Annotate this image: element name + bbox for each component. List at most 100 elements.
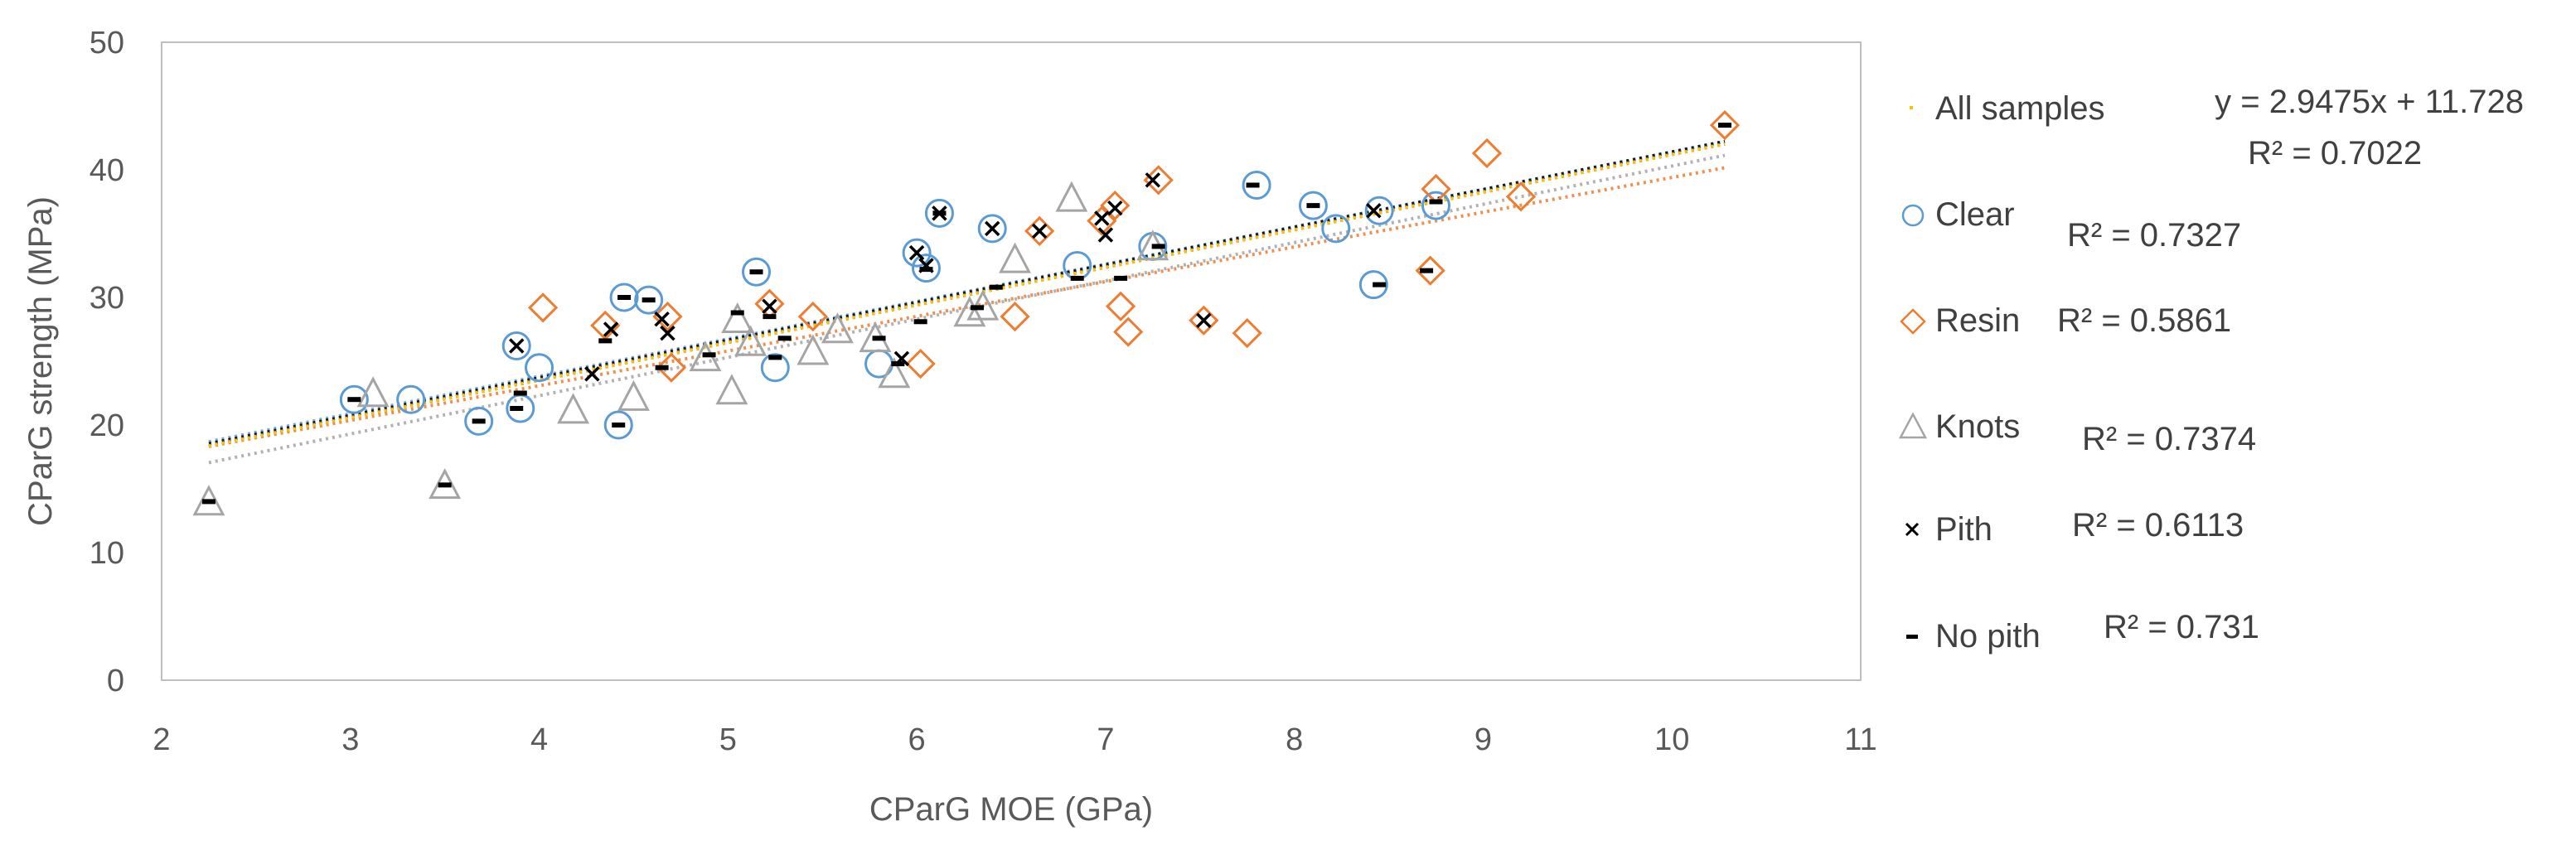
data-point-knots (878, 357, 911, 389)
data-point-pith (603, 321, 619, 337)
y-tick-label: 40 (90, 153, 124, 188)
data-point-clear (525, 353, 554, 383)
data-point-pith (660, 325, 675, 341)
data-point-no-pith (932, 210, 947, 216)
data-point-no-pith (598, 338, 613, 344)
data-point-pith (1094, 210, 1110, 226)
legend-label-no-pith: No pith (1935, 618, 2041, 655)
data-point-no-pith (763, 314, 777, 320)
data-point-resin (1087, 205, 1117, 236)
data-point-clear (609, 283, 639, 312)
data-point-clear (396, 384, 426, 414)
data-point-no-pith (1373, 282, 1387, 287)
data-point-pith (1031, 223, 1048, 239)
legend-marker-resin (1900, 308, 1926, 335)
data-point-no-pith (989, 284, 1003, 290)
data-point-resin (1471, 138, 1503, 169)
trendline-all-samples (208, 142, 1726, 448)
x-tick-label: 8 (1286, 722, 1303, 757)
legend-label-knots: Knots (1935, 408, 2020, 445)
data-point-knots (1055, 181, 1088, 212)
data-point-no-pith (1246, 182, 1260, 188)
data-points (192, 109, 1741, 516)
legend-r2-no-pith: R² = 0.731 (2104, 609, 2259, 645)
data-point-pith (654, 311, 670, 327)
data-point-no-pith (472, 418, 486, 424)
x-tick-label: 6 (908, 722, 926, 757)
data-point-clear (912, 254, 941, 283)
data-point-no-pith (617, 295, 632, 300)
data-point-clear (464, 406, 494, 436)
data-point-knots (715, 374, 748, 405)
x-tick-label: 5 (719, 722, 737, 757)
data-point-no-pith (971, 305, 984, 311)
data-point-clear (1242, 170, 1271, 200)
data-point-clear (760, 353, 790, 383)
data-point-knots (356, 376, 390, 408)
legend-marker-all-samples (1910, 106, 1913, 109)
y-tick-label: 30 (90, 281, 124, 316)
legend-equation-all-samples: y = 2.9475x + 11.728 (2215, 84, 2524, 120)
data-point-resin (1024, 215, 1055, 247)
data-point-resin (1105, 291, 1136, 321)
data-point-clear (1321, 214, 1351, 244)
legend-label-all-samples: All samples (1935, 90, 2105, 127)
data-point-pith (762, 298, 777, 315)
data-point-knots (557, 393, 590, 424)
y-axis-title: CParG strength (MPa) (22, 196, 59, 526)
legend-r2-clear: R² = 0.7327 (2067, 217, 2241, 254)
legend-label-resin: Resin (1935, 302, 2020, 339)
x-tick-label: 4 (530, 722, 548, 757)
x-tick-label: 3 (341, 722, 359, 757)
data-point-pith (1097, 227, 1114, 243)
data-point-no-pith (768, 355, 782, 360)
data-point-knots (429, 468, 462, 500)
data-point-no-pith (891, 361, 905, 367)
data-point-knots (734, 325, 767, 356)
legend-label-pith: Pith (1935, 511, 1993, 548)
data-point-clear (1364, 196, 1394, 225)
data-point-resin (1100, 190, 1131, 221)
data-point-pith (508, 338, 525, 354)
data-point-resin (1415, 255, 1445, 286)
data-point-no-pith (777, 336, 792, 341)
x-tick-label: 11 (1844, 722, 1876, 757)
data-point-pith (1107, 200, 1123, 216)
x-tick-label: 9 (1474, 722, 1492, 757)
y-tick-label: 0 (107, 664, 124, 698)
data-point-no-pith (655, 365, 669, 370)
data-point-pith (1366, 203, 1382, 219)
data-point-pith (984, 220, 1000, 237)
data-point-clear (742, 257, 771, 287)
data-point-resin (656, 352, 687, 383)
data-point-no-pith (438, 482, 452, 488)
data-point-no-pith (201, 499, 215, 505)
data-point-no-pith (1114, 275, 1128, 281)
legend-r2-all-samples: R² = 0.7022 (2248, 135, 2422, 171)
legend-r2-pith: R² = 0.6113 (2072, 507, 2244, 543)
data-point-no-pith (730, 310, 744, 316)
data-point-no-pith (919, 267, 933, 273)
legend-r2-resin: R² = 0.5861 (2057, 302, 2231, 339)
data-point-knots (617, 379, 650, 411)
data-point-clear (634, 285, 664, 315)
data-point-clear (1421, 191, 1450, 220)
data-point-resin (527, 292, 559, 323)
data-point-knots (953, 296, 986, 327)
data-point-clear (1298, 191, 1328, 220)
data-point-no-pith (642, 297, 656, 303)
data-point-resin (1189, 305, 1219, 336)
data-point-no-pith (347, 397, 361, 403)
data-point-no-pith (1151, 244, 1165, 249)
legend-r2-knots: R² = 0.7374 (2082, 421, 2256, 457)
axis-ticks: 2 3 4 5 6 7 8 9 10 11 0 10 20 30 40 50 (90, 26, 1877, 757)
data-point-clear (501, 331, 531, 361)
data-point-pith (908, 244, 925, 261)
legend-marker-knots (1898, 412, 1928, 439)
data-point-resin (1709, 109, 1741, 141)
trendlines (208, 139, 1726, 465)
data-point-resin (1000, 301, 1030, 332)
data-point-clear (924, 198, 954, 228)
data-point-resin (1113, 316, 1144, 347)
